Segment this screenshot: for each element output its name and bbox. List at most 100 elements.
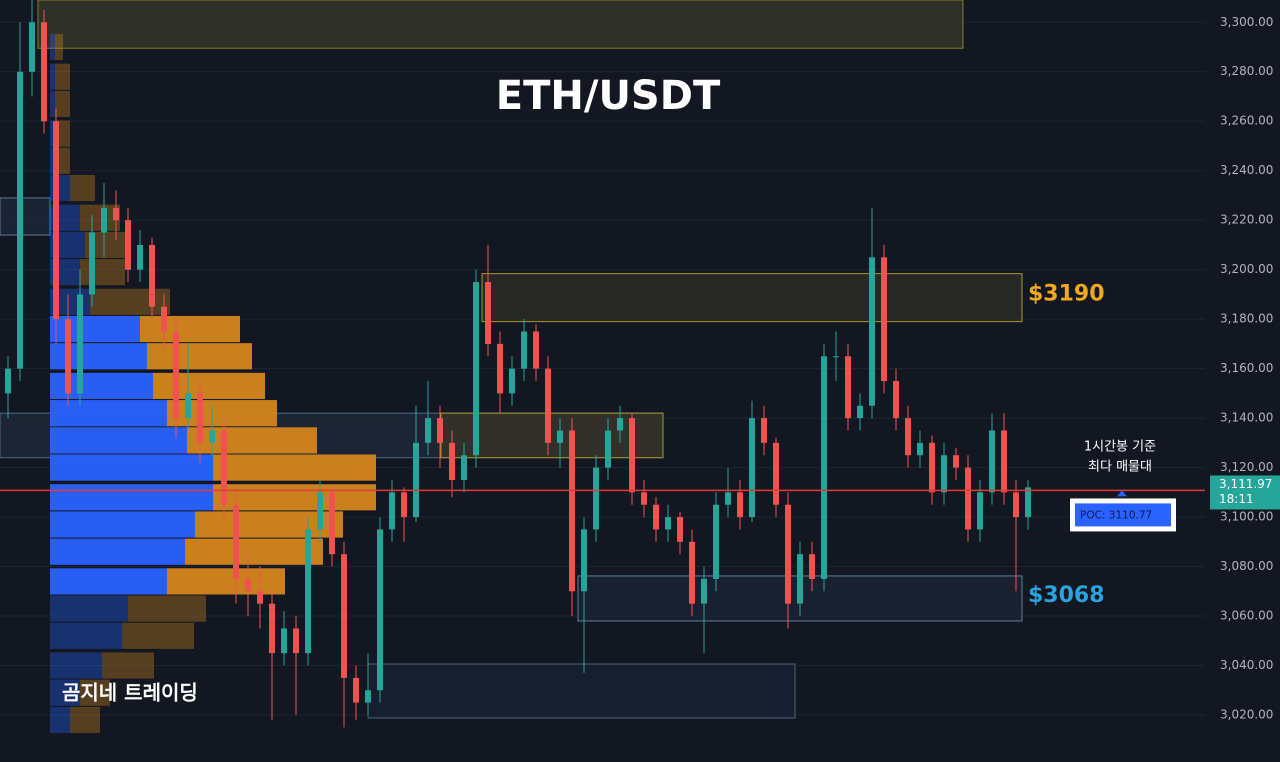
y-tick-label: 3,280.00 xyxy=(1220,64,1273,78)
profile-down xyxy=(167,400,277,427)
profile-down xyxy=(213,454,376,481)
candle-body xyxy=(797,554,803,604)
candle-body xyxy=(425,418,431,443)
candle-body xyxy=(185,393,191,419)
candle-body xyxy=(485,282,491,344)
candle-body xyxy=(629,418,635,493)
y-tick-label: 3,020.00 xyxy=(1220,707,1273,721)
candle-body xyxy=(617,418,623,431)
candle-body xyxy=(377,529,383,691)
candle-body xyxy=(809,554,815,579)
candle-body xyxy=(437,418,443,443)
poc-marker xyxy=(1117,490,1127,497)
profile-down xyxy=(70,174,95,202)
profile-down xyxy=(140,315,240,343)
profile-down xyxy=(213,484,376,511)
candle-body xyxy=(641,492,647,505)
profile-up xyxy=(50,706,70,734)
candle-body xyxy=(785,504,791,604)
profile-down xyxy=(55,33,63,61)
y-tick-label: 3,080.00 xyxy=(1220,559,1273,573)
profile-up xyxy=(50,427,187,454)
candle-body xyxy=(413,442,419,518)
candle-body xyxy=(509,368,515,394)
candle-body xyxy=(365,690,371,703)
profile-up xyxy=(50,484,213,511)
candle-body xyxy=(1013,492,1019,518)
y-tick-label: 3,220.00 xyxy=(1220,213,1273,227)
profile-up xyxy=(50,147,55,174)
y-tick-label: 3,180.00 xyxy=(1220,312,1273,326)
candle-body xyxy=(941,455,947,493)
candle-body xyxy=(461,455,467,480)
last-price-time: 18:11 xyxy=(1219,492,1254,506)
profile-up xyxy=(50,400,167,427)
profile-up xyxy=(50,595,128,622)
candle-body xyxy=(29,22,35,72)
y-tick-label: 3,300.00 xyxy=(1220,15,1273,29)
candle-body xyxy=(113,207,119,221)
price-zone xyxy=(481,273,1023,323)
candle-body xyxy=(1001,430,1007,493)
profile-down xyxy=(185,538,323,565)
profile-down xyxy=(187,427,317,454)
candle-body xyxy=(521,331,527,369)
candle-body xyxy=(713,504,719,579)
profile-down xyxy=(55,90,70,118)
profile-down xyxy=(128,595,206,622)
price-zone xyxy=(367,663,796,719)
candle-body xyxy=(545,368,551,443)
candle-body xyxy=(965,467,971,530)
profile-up xyxy=(50,63,55,90)
candle-body xyxy=(317,492,323,530)
profile-up xyxy=(50,538,185,565)
profile-up xyxy=(50,652,102,679)
candle-body xyxy=(389,492,395,530)
candle-body xyxy=(401,492,407,518)
profile-up xyxy=(50,511,195,538)
candle-body xyxy=(893,381,899,419)
last-price-box xyxy=(1210,475,1280,510)
candle-body xyxy=(677,517,683,542)
profile-down xyxy=(122,622,194,649)
candle-body xyxy=(773,442,779,505)
profile-down xyxy=(147,343,252,370)
candle-body xyxy=(737,492,743,518)
profile-up xyxy=(50,679,80,706)
profile-up xyxy=(50,315,140,343)
candle-body xyxy=(53,121,59,320)
watermark: 곰지네 트레이딩 xyxy=(62,681,198,705)
zone-label: $3190 xyxy=(1028,281,1105,306)
profile-down xyxy=(153,372,265,400)
y-tick-label: 3,120.00 xyxy=(1220,460,1273,474)
candle-body xyxy=(917,442,923,456)
candle-body xyxy=(353,677,359,703)
candle-body xyxy=(701,578,707,604)
candle-body xyxy=(269,603,275,654)
poc-label: POC: 3110.77 xyxy=(1080,509,1152,521)
candle-body xyxy=(1025,487,1031,518)
candle-body xyxy=(305,529,311,654)
candle-body xyxy=(137,244,143,270)
candle-body xyxy=(725,492,731,505)
profile-down xyxy=(55,63,70,90)
candle-body xyxy=(569,430,575,592)
candle-body xyxy=(857,405,863,419)
profile-up xyxy=(50,454,213,481)
chart-title: ETH/USDT xyxy=(496,73,721,119)
profile-up xyxy=(50,343,147,370)
profile-down xyxy=(102,652,154,679)
candle-body xyxy=(293,628,299,654)
candle-body xyxy=(845,356,851,419)
candle-body xyxy=(833,356,839,358)
candle-body xyxy=(653,504,659,530)
candle-body xyxy=(989,430,995,493)
profile-up xyxy=(50,568,167,595)
candle-body xyxy=(689,541,695,604)
y-tick-label: 3,260.00 xyxy=(1220,114,1273,128)
candle-body xyxy=(341,554,347,678)
candle-body xyxy=(329,492,335,555)
candle-body xyxy=(197,393,203,443)
y-tick-label: 3,160.00 xyxy=(1220,361,1273,375)
